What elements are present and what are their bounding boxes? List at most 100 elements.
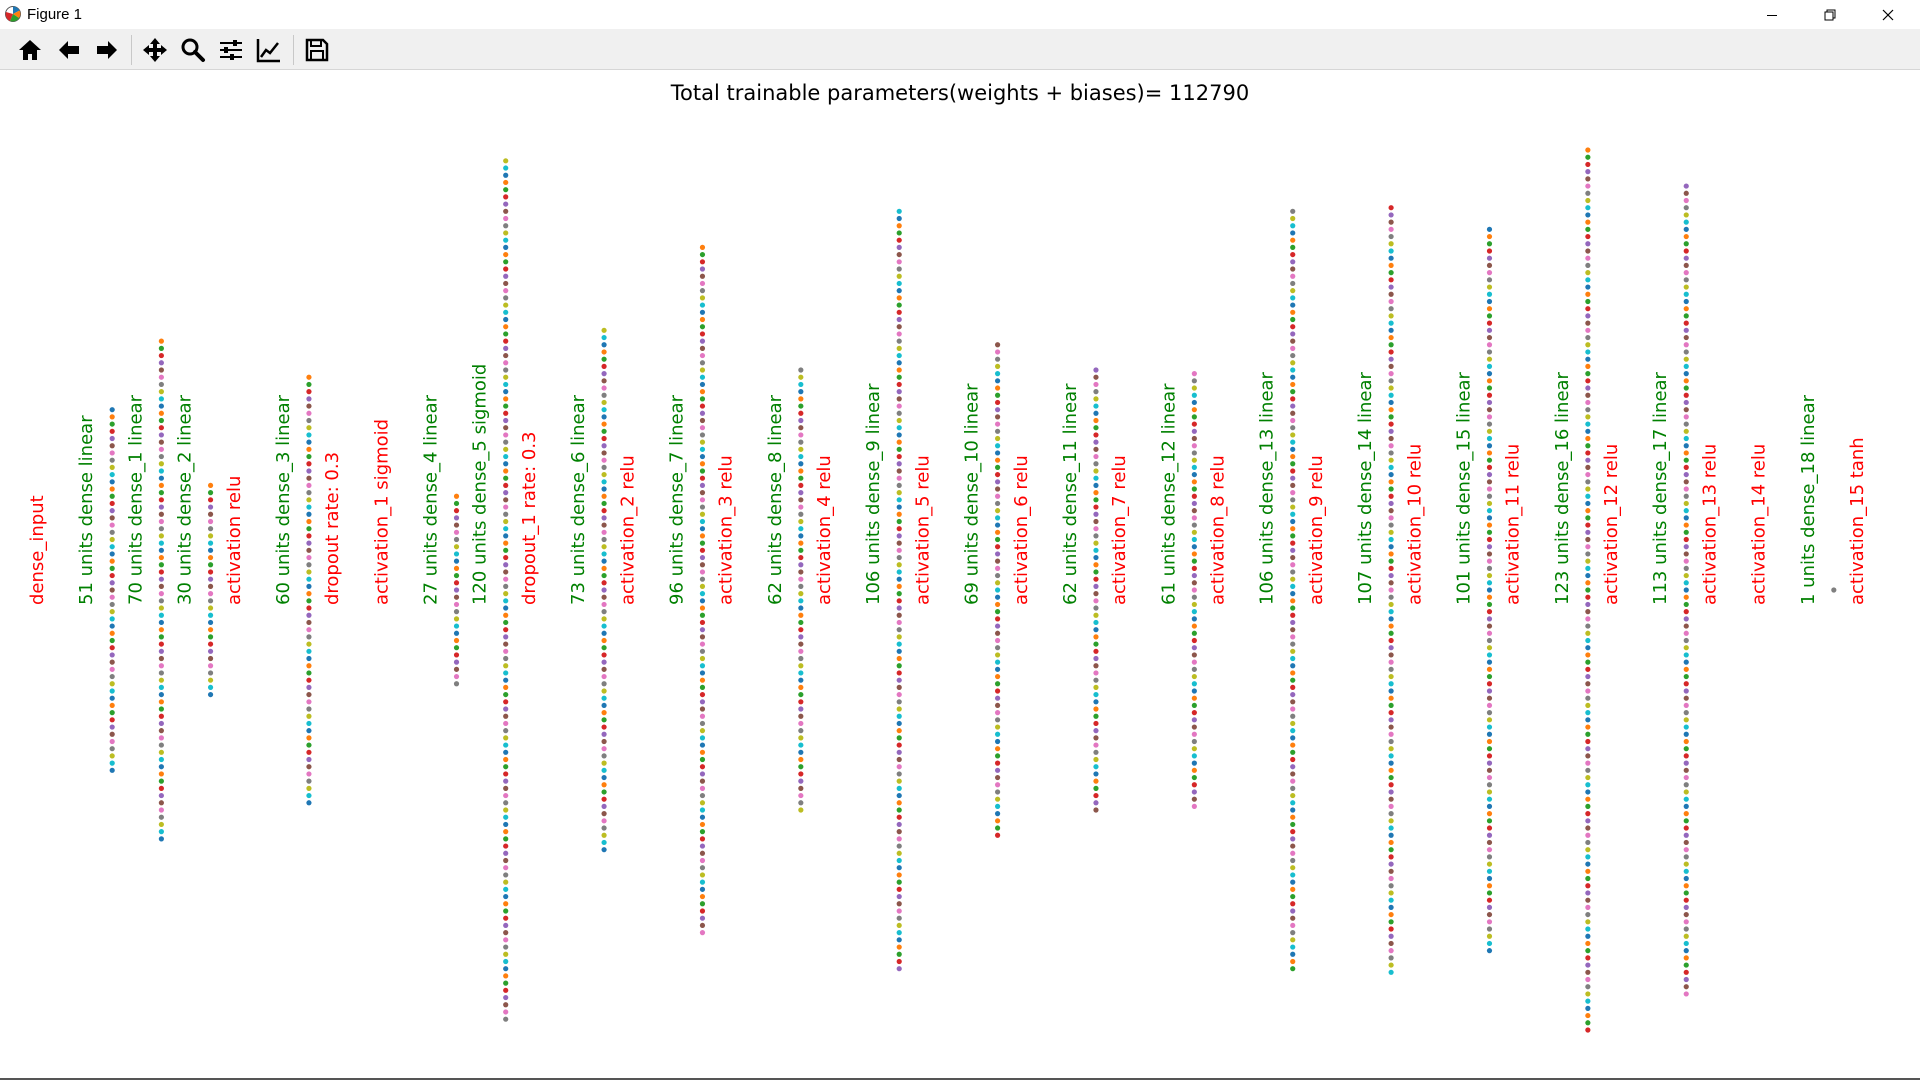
- neuron-node: [1290, 295, 1296, 301]
- forward-button[interactable]: [90, 33, 124, 67]
- neuron-node: [1683, 219, 1689, 225]
- save-button[interactable]: [300, 33, 334, 67]
- configure-subplots-button[interactable]: [214, 33, 248, 67]
- neuron-node: [601, 818, 607, 824]
- neuron-node: [109, 702, 115, 709]
- neuron-node: [1290, 699, 1296, 705]
- neuron-node: [1486, 803, 1493, 809]
- neuron-node: [503, 230, 509, 236]
- neuron-node: [1486, 587, 1493, 593]
- neuron-node: [1290, 966, 1296, 972]
- neuron-node: [109, 486, 115, 492]
- neuron-node: [158, 554, 164, 561]
- neuron-node: [1093, 425, 1099, 431]
- neuron-node: [109, 443, 115, 449]
- neuron-node: [601, 695, 607, 701]
- restore-button[interactable]: [1801, 0, 1859, 29]
- neuron-node: [1388, 399, 1394, 406]
- neuron-node: [1585, 854, 1591, 860]
- neuron-node: [158, 778, 164, 784]
- neuron-node: [601, 731, 607, 737]
- neuron-node: [1388, 587, 1394, 593]
- neuron-node: [798, 576, 804, 582]
- neuron-node: [896, 396, 902, 402]
- neuron-node: [601, 414, 607, 420]
- neuron-node: [503, 951, 509, 957]
- neuron-node: [1290, 893, 1296, 900]
- neuron-node: [1388, 911, 1394, 918]
- neuron-node: [109, 738, 115, 745]
- pan-button[interactable]: [138, 33, 172, 67]
- neuron-node: [994, 731, 1001, 737]
- neuron-node: [601, 688, 607, 694]
- neuron-node: [699, 764, 706, 770]
- neuron-node: [896, 756, 902, 763]
- neuron-node: [994, 738, 1001, 745]
- neuron-node: [503, 958, 509, 965]
- neuron-node: [699, 324, 706, 330]
- neuron-node: [1683, 385, 1689, 391]
- layer-label: 70 units dense_1 linear: [125, 394, 146, 605]
- back-button[interactable]: [52, 33, 86, 67]
- neuron-node: [896, 237, 902, 243]
- neuron-node: [896, 266, 902, 272]
- neuron-node: [1388, 825, 1394, 831]
- neuron-node: [1388, 342, 1394, 348]
- neuron-node: [896, 951, 902, 957]
- neuron-node: [158, 807, 164, 813]
- neuron-node: [896, 966, 902, 972]
- neuron-node: [994, 443, 1001, 449]
- neuron-node: [1683, 861, 1689, 867]
- neuron-node: [1486, 601, 1493, 608]
- neuron-node: [798, 396, 804, 402]
- neuron-node: [207, 511, 214, 517]
- neuron-node: [158, 706, 164, 712]
- neuron-node: [1191, 450, 1197, 456]
- home-button[interactable]: [13, 33, 47, 67]
- neuron-node: [503, 937, 509, 943]
- figure-canvas[interactable]: Total trainable parameters(weights + bia…: [0, 70, 1920, 1080]
- neuron-node: [503, 576, 509, 582]
- neuron-node: [503, 381, 509, 388]
- neuron-node: [1191, 782, 1197, 788]
- neuron-node: [1585, 356, 1591, 362]
- neuron-node: [994, 385, 1001, 391]
- neuron-node: [994, 688, 1001, 694]
- neuron-node: [699, 295, 706, 301]
- neuron-node: [158, 663, 164, 669]
- zoom-button[interactable]: [176, 33, 210, 67]
- neuron-node: [994, 493, 1001, 499]
- neuron-node: [207, 663, 214, 669]
- neuron-node: [1191, 760, 1197, 766]
- neuron-node: [1388, 645, 1394, 651]
- neuron-node: [994, 508, 1001, 514]
- neuron-node: [109, 681, 115, 687]
- close-button[interactable]: [1859, 0, 1917, 29]
- neuron-node: [1486, 695, 1493, 701]
- neuron-node: [601, 616, 607, 622]
- neuron-node: [306, 583, 312, 589]
- neuron-node: [158, 800, 164, 806]
- neuron-node: [896, 446, 902, 452]
- edit-axis-button[interactable]: [252, 33, 286, 67]
- neuron-node: [1388, 565, 1394, 571]
- neuron-node: [601, 565, 607, 571]
- neuron-node: [1388, 623, 1394, 629]
- neuron-node: [158, 511, 164, 517]
- neuron-node: [503, 843, 509, 849]
- neuron-node: [896, 648, 902, 654]
- neuron-node: [1683, 717, 1689, 723]
- neuron-node: [1585, 457, 1591, 463]
- neuron-node: [306, 800, 312, 806]
- neuron-node: [601, 702, 607, 709]
- neuron-node: [503, 468, 509, 474]
- neuron-node: [158, 627, 164, 633]
- neuron-node: [994, 580, 1001, 586]
- neuron-node: [896, 554, 902, 561]
- minimize-button[interactable]: [1743, 0, 1801, 29]
- neuron-node: [798, 547, 804, 553]
- neuron-node: [503, 771, 509, 777]
- neuron-node: [798, 728, 804, 734]
- neuron-node: [1388, 883, 1394, 889]
- neuron-node: [1191, 479, 1197, 485]
